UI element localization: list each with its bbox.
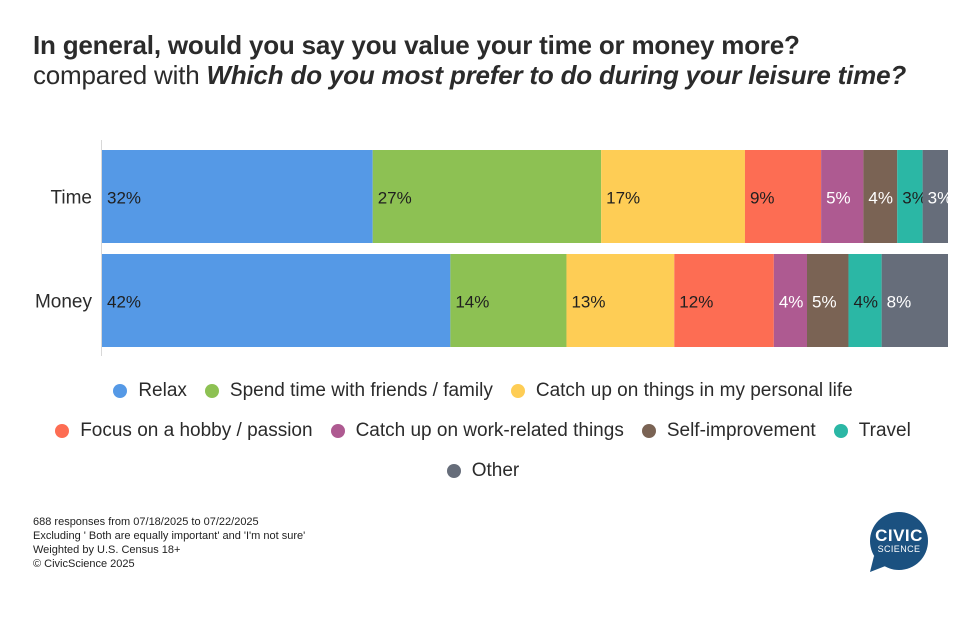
- footnote-responses: 688 responses from 07/18/2025 to 07/22/2…: [33, 516, 259, 528]
- bar-money-relax: [102, 254, 451, 347]
- bar-time-catch-up-on-things-in-my-personal-life: [601, 150, 745, 243]
- legend-swatch: [833, 424, 848, 438]
- legend-item-spend-time-with-friends-family: Spend time with friends / family: [204, 380, 493, 402]
- chart-legend: Relax Spend time with friends / family Cat…: [20, 380, 946, 482]
- bar-time-other: [922, 150, 948, 243]
- legend-row: Relax Spend time with friends / family Cat…: [20, 380, 946, 402]
- legend-item-other: Other: [446, 460, 520, 482]
- legend-label: Catch up on things in my personal life: [535, 380, 853, 401]
- value-label-time-other: 3%: [928, 189, 953, 208]
- bar-time-catch-up-on-work-related-things: [821, 150, 864, 243]
- category-label-time: Time: [50, 188, 92, 209]
- legend-swatch: [641, 424, 656, 438]
- value-label-money-catch-up-on-things-in-my-personal-life: 13%: [571, 293, 605, 312]
- legend-label: Self-improvement: [666, 420, 816, 441]
- value-label-money-focus-on-a-hobby-passion: 12%: [679, 293, 713, 312]
- logo-text-civic: CIVIC: [875, 526, 923, 545]
- value-label-time-travel: 3%: [902, 189, 927, 208]
- legend-swatch: [510, 384, 525, 398]
- legend-swatch: [204, 384, 219, 398]
- legend-label: Catch up on work-related things: [355, 420, 624, 441]
- legend-item-travel: Travel: [833, 420, 911, 442]
- category-label-money: Money: [35, 292, 93, 313]
- footnote-copyright: © CivicScience 2025: [33, 558, 135, 570]
- subtitle-question: Which do you most prefer to do during yo…: [206, 60, 907, 90]
- value-label-money-relax: 42%: [107, 293, 141, 312]
- legend-swatch: [330, 424, 345, 438]
- value-label-time-self-improvement: 4%: [868, 189, 893, 208]
- chart-subtitle: compared with Which do you most prefer t…: [33, 60, 906, 91]
- legend-label: Travel: [858, 420, 911, 441]
- bar-money-self-improvement: [807, 254, 849, 347]
- bar-money-spend-time-with-friends-family: [450, 254, 567, 347]
- stacked-bar-chart: Time 32% 27% 17% 9% 5% 4% 3% 3% Money 42% 14% 13% 12%…: [34, 140, 953, 356]
- bar-money-catch-up-on-work-related-things: [773, 254, 807, 347]
- bar-time-self-improvement: [863, 150, 898, 243]
- value-label-money-spend-time-with-friends-family: 14%: [455, 293, 489, 312]
- value-label-money-travel: 4%: [853, 293, 878, 312]
- legend-item-catch-up-on-work-related-things: Catch up on work-related things: [330, 420, 624, 442]
- legend-label: Other: [471, 460, 520, 481]
- value-label-time-spend-time-with-friends-family: 27%: [378, 189, 412, 208]
- bar-time-spend-time-with-friends-family: [372, 150, 602, 243]
- footnote-weighting: Weighted by U.S. Census 18+: [33, 544, 181, 556]
- value-label-time-relax: 32%: [107, 189, 141, 208]
- footnote-exclusions: Excluding ' Both are equally important' …: [33, 530, 306, 542]
- bar-time-relax: [102, 150, 373, 243]
- legend-row: Focus on a hobby / passion Catch up on wo…: [20, 420, 946, 442]
- legend-swatch: [113, 384, 128, 398]
- bar-money-travel: [848, 254, 882, 347]
- bar-money-focus-on-a-hobby-passion: [674, 254, 774, 347]
- legend-item-catch-up-on-things-in-my-personal-life: Catch up on things in my personal life: [510, 380, 853, 402]
- bar-time-focus-on-a-hobby-passion: [744, 150, 822, 243]
- legend-item-focus-on-a-hobby-passion: Focus on a hobby / passion: [55, 420, 313, 442]
- value-label-money-self-improvement: 5%: [812, 293, 837, 312]
- legend-label: Relax: [138, 380, 187, 401]
- bar-time-travel: [897, 150, 923, 243]
- legend-item-relax: Relax: [113, 380, 187, 402]
- value-label-money-catch-up-on-work-related-things: 4%: [779, 293, 804, 312]
- legend-swatch: [446, 464, 461, 478]
- legend-row: Other: [20, 460, 946, 482]
- logo-badge-icon: [870, 512, 928, 572]
- legend-swatch: [55, 424, 70, 438]
- legend-item-self-improvement: Self-improvement: [641, 420, 816, 442]
- value-label-time-catch-up-on-work-related-things: 5%: [826, 189, 851, 208]
- logo-text-science: SCIENCE: [877, 544, 921, 554]
- bar-money-other: [881, 254, 948, 347]
- legend-label: Focus on a hobby / passion: [80, 420, 313, 441]
- chart-title: In general, would you say you value your…: [33, 30, 800, 60]
- civicscience-logo: CIVIC SCIENCE: [866, 512, 936, 574]
- footnotes: 688 responses from 07/18/2025 to 07/22/2…: [33, 515, 305, 571]
- value-label-money-other: 8%: [887, 293, 912, 312]
- value-label-time-catch-up-on-things-in-my-personal-life: 17%: [606, 189, 640, 208]
- value-label-time-focus-on-a-hobby-passion: 9%: [750, 189, 775, 208]
- legend-label: Spend time with friends / family: [229, 380, 493, 401]
- bar-money-catch-up-on-things-in-my-personal-life: [566, 254, 675, 347]
- subtitle-prefix: compared with: [33, 60, 207, 90]
